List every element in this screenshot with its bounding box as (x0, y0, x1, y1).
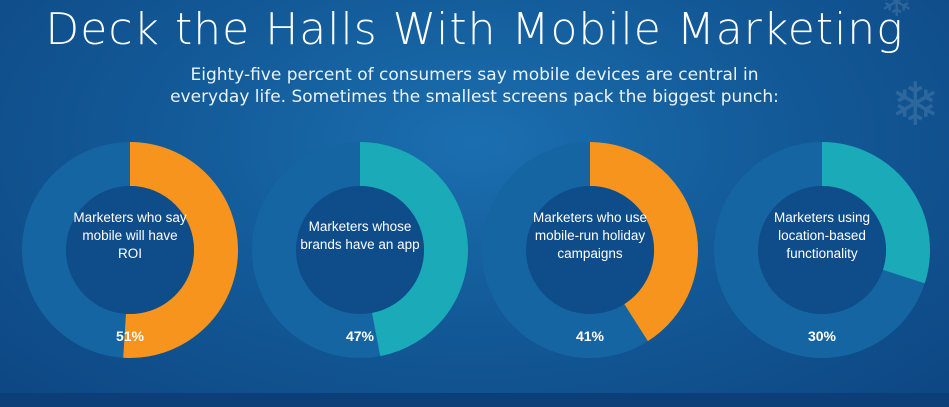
donut-center-4 (758, 186, 886, 314)
donut-label-line: Marketers who use (532, 210, 648, 225)
donut-value-4: 30% (807, 328, 837, 344)
snowflake-icon: ❄ (880, 0, 914, 25)
donut-label-line: Marketers who say (73, 210, 187, 225)
donut-label-line: brands have an app (300, 237, 420, 252)
donut-center-1 (66, 186, 194, 314)
page-subtitle: Eighty-five percent of consumers say mob… (120, 64, 829, 108)
donut-label-line: mobile will have (82, 228, 178, 243)
donut-value-1: 51% (115, 328, 145, 344)
donut-chart-canvas (22, 142, 930, 358)
donut-label-line: Marketers using (773, 210, 871, 225)
donut-label-4: Marketers using location-based functionali… (757, 209, 887, 263)
donut-label-3: Marketers who use mobile-run holiday campa… (525, 209, 655, 263)
donut-center-2 (296, 186, 424, 314)
donut-arc-1 (123, 142, 238, 358)
donut-label-2: Marketers whose brands have an app (295, 218, 425, 254)
donut-label-1: Marketers who say mobile will have ROI (65, 209, 195, 263)
page-title: Deck the Halls With Mobile Marketing (45, 4, 904, 55)
donut-center-3 (526, 186, 654, 314)
footer-bar (0, 393, 949, 407)
donut-label-line: ROI (117, 246, 142, 261)
donut-label-line: mobile-run holiday (534, 228, 646, 243)
donut-label-line: functionality (786, 246, 858, 261)
donut-label-line: location-based (778, 228, 866, 243)
donut-label-line: campaigns (557, 246, 623, 261)
donut-value-3: 41% (575, 328, 605, 344)
subtitle-line-2: everyday life. Sometimes the smallest sc… (170, 87, 779, 107)
donut-label-line: Marketers whose (308, 219, 412, 234)
subtitle-line-1: Eighty-five percent of consumers say mob… (190, 65, 759, 85)
donut-arc-3 (589, 142, 698, 342)
donut-charts: Marketers who say mobile will have ROI 51% M… (0, 140, 949, 370)
donut-value-2: 47% (345, 328, 375, 344)
snowflake-icon: ❄ (890, 71, 941, 138)
donut-arc-2 (359, 142, 468, 357)
donut-arc-4 (821, 142, 930, 284)
